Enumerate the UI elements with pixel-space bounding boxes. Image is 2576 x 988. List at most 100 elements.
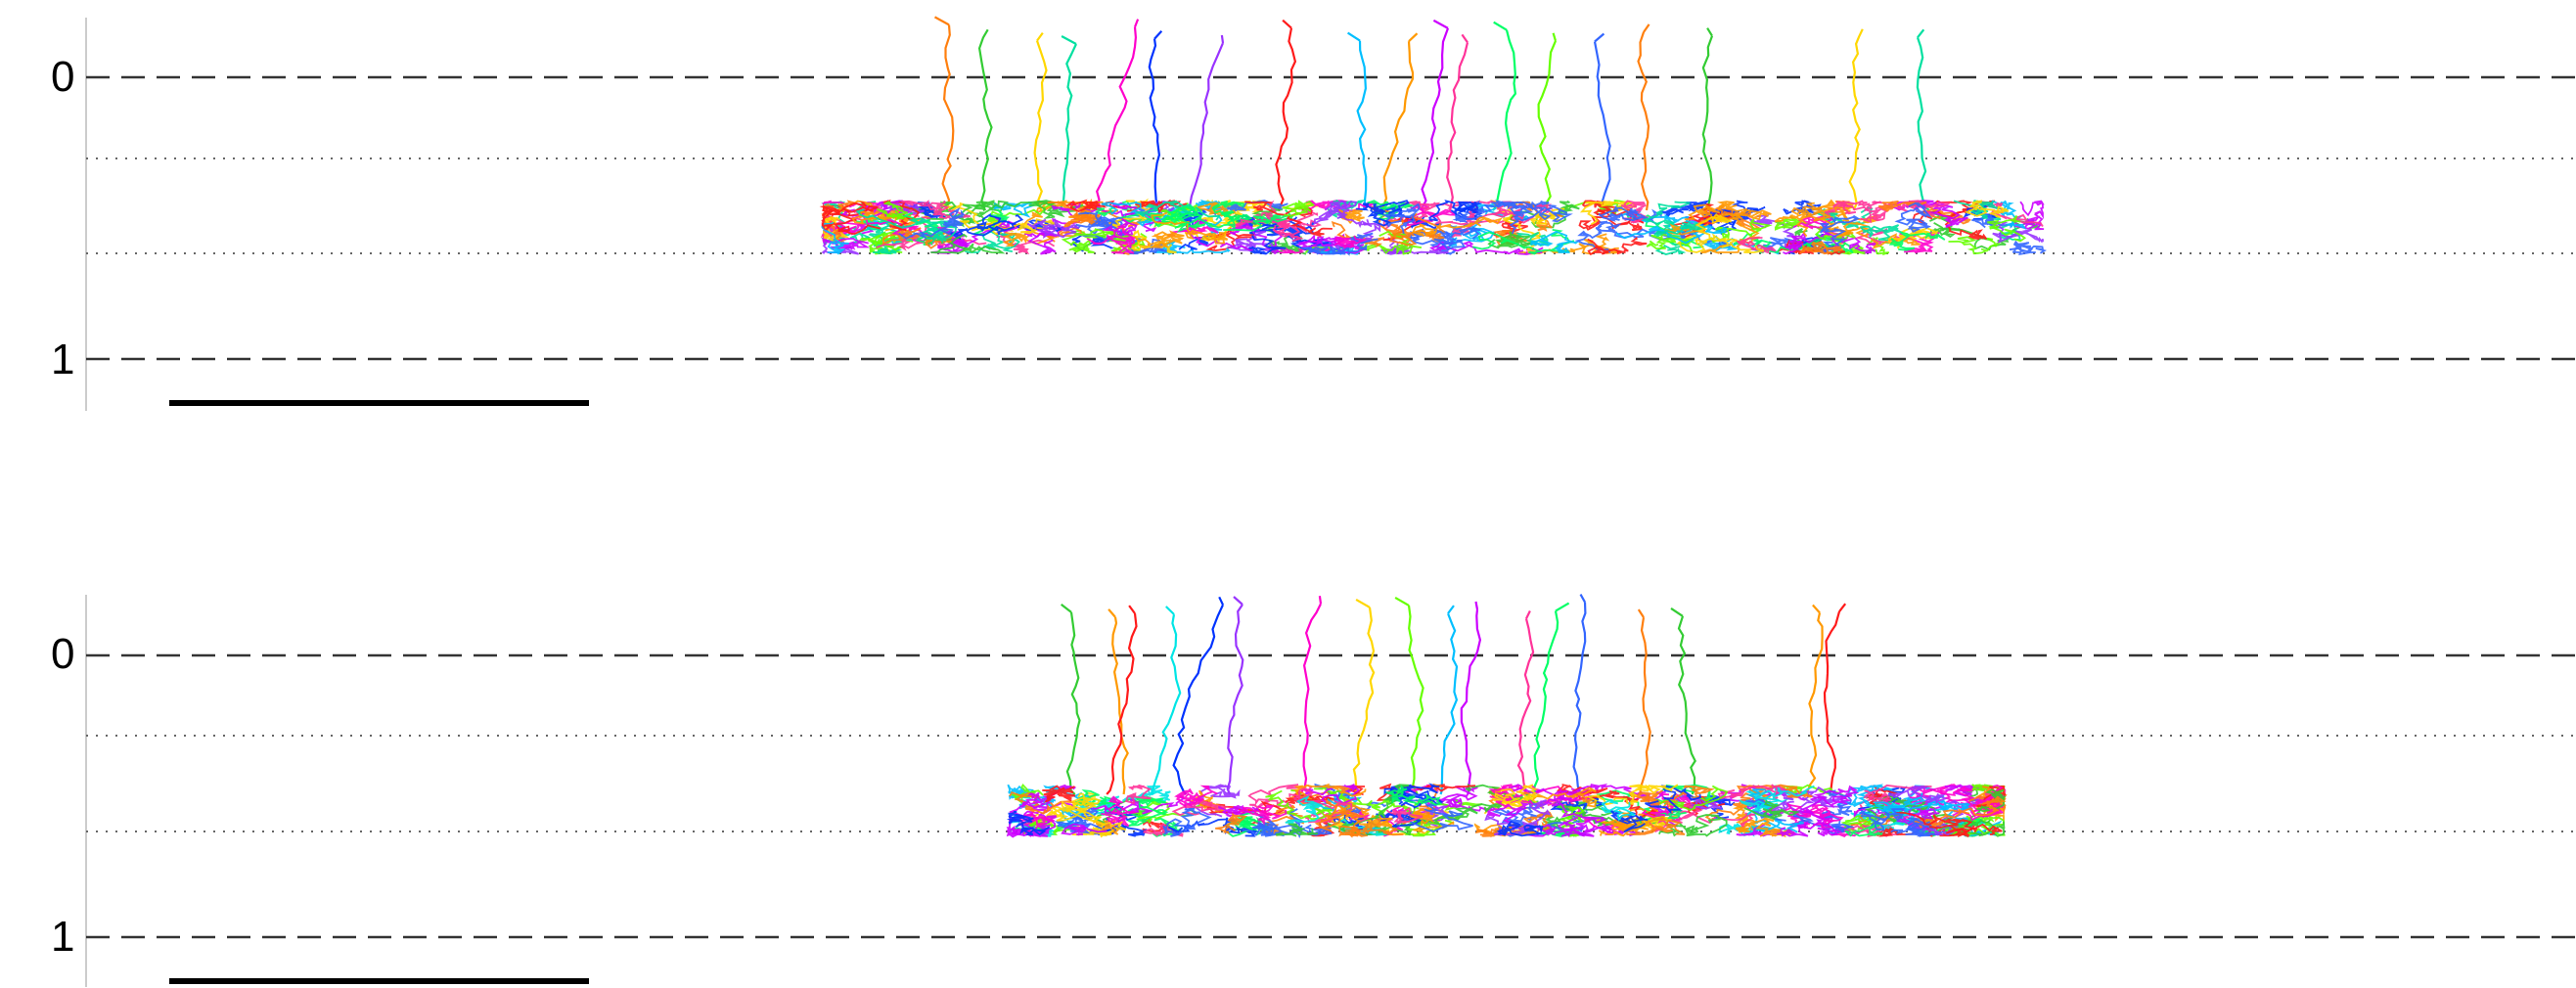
dendrite-arbor [1890,817,1934,837]
dendrite-arbor [1134,230,1185,248]
dendrite-arbor [1385,785,1443,806]
dendrite-stalk [1150,606,1182,795]
dendrite-stalk [1058,35,1077,211]
dendrite-arbor [1877,200,1927,212]
dendrite-arbor [901,200,971,220]
dendrite-arbor [1910,201,1968,229]
tick-label-1: 1 [51,913,74,961]
dendrite-arbor [1709,218,1773,244]
dendrite-arbor [877,201,908,221]
dendrite-arbor [1280,200,1316,217]
dendrite-arbor [1244,201,1333,238]
dendrite-arbor [1101,795,1136,828]
dendrite-stalk [1572,594,1587,795]
dendrite-stalk [1420,19,1450,211]
dendrite-arbor [1649,803,1755,832]
dendrite-stalk [1275,19,1297,211]
dendrite-arbor [1356,200,1410,227]
dendrite-arbor [1167,224,1219,237]
tick-label-1: 1 [51,336,74,383]
dendrite-arbor [1086,225,1136,254]
dendrite-stalk [1516,610,1535,795]
dendrite-arbor [1942,795,2007,819]
dendrite-arbor [1645,785,1701,815]
dendrite-stalk [1061,604,1081,795]
dendrite-arbor [1888,231,1946,251]
dendrite-arbor [1412,216,1503,238]
dendrite-arbor [1736,784,1813,799]
dendrite-arbor [1291,783,1367,800]
dendrite-arbor [1378,230,1423,255]
dendrite-arbor [1162,807,1212,837]
dendrite-arbor [1061,823,1107,836]
dendrite-stalk [1347,31,1368,211]
dendrite-arbor [1989,220,2044,244]
dendrite-arbor [1821,789,1855,831]
neuron-traces [1006,594,2008,839]
dendrite-arbor [1987,215,2027,243]
dendrite-arbor [1842,201,1894,223]
dendrite-arbor [1450,201,1484,220]
dendrite-arbor [910,201,947,219]
dendrite-arbor [1711,788,1769,810]
dendrite-arbor [1626,819,1686,835]
dendrite-arbor [1018,811,1055,833]
dendrite-arbor [1496,820,1544,837]
dendrite-arbor [1505,784,1593,802]
tick-label-0: 0 [51,630,74,678]
tick-label-0: 0 [51,53,74,101]
dendrite-stalk [1537,32,1558,211]
dendrite-arbor [1604,789,1658,820]
dendrite-arbor [1129,229,1177,253]
dendrite-arbor [1529,230,1579,253]
dendrite-arbor [1774,206,1812,238]
dendrite-arbor [1515,786,1597,808]
dendrite-stalk [1106,605,1138,795]
dendrite-arbor [1171,798,1230,817]
dendrite-stalk [1298,596,1323,795]
dendrite-stalk [1446,33,1469,211]
dendrite-stalk [1033,31,1048,211]
dendrite-stalk [1184,34,1225,211]
dendrite-arbor [1844,818,1883,837]
dendrite-arbor [1285,794,1323,824]
dendrite-arbor [1823,200,1881,217]
dendrite-arbor [1042,785,1076,804]
dendrite-arbor [1717,784,1785,800]
dendrite-stalk [1916,28,1930,211]
dendrite-arbor [1743,799,1801,821]
dendrite-arbor [1007,784,1037,810]
dendrite-arbor [1444,798,1531,824]
dendrite-stalk [1439,605,1459,795]
dendrite-arbor [1907,785,1988,822]
dendrite-stalk [1670,606,1696,795]
dendrite-stalk [1805,604,1824,795]
dendrite-arbor [1452,201,1543,223]
dendrite-arbor [1264,216,1291,238]
dendrite-arbor [972,200,1048,210]
dendrite-stalk [977,28,993,212]
dendrite-arbor [833,201,881,236]
dendrite-arbor [1324,200,1371,229]
dendrite-arbor [1065,792,1127,831]
dendrite-arbor [1737,237,1777,254]
dendrite-arbor [1888,786,1948,805]
dendrite-arbor [1932,200,1988,241]
dendrite-arbor [1277,205,1323,243]
dendrite-arbor [1524,824,1596,837]
dendrite-arbor [1706,794,1736,820]
dendrite-arbor [1174,785,1218,808]
dendrite-arbor [1355,813,1393,835]
dendrite-arbor [1247,784,1313,811]
dendrite-arbor [1585,784,1679,806]
dendrite-stalk [1848,28,1864,211]
dendrite-stalk [1701,27,1714,211]
dendrite-arbor [1587,236,1648,256]
dendrite-arbor [1857,808,1906,831]
dendrite-arbor [1227,230,1274,252]
dendrite-arbor [1574,220,1636,253]
dendrite-arbor [1433,226,1481,251]
dendrite-arbor [1655,220,1706,238]
dendrite-arbor [1151,211,1229,245]
dendrite-arbor [1598,205,1663,225]
